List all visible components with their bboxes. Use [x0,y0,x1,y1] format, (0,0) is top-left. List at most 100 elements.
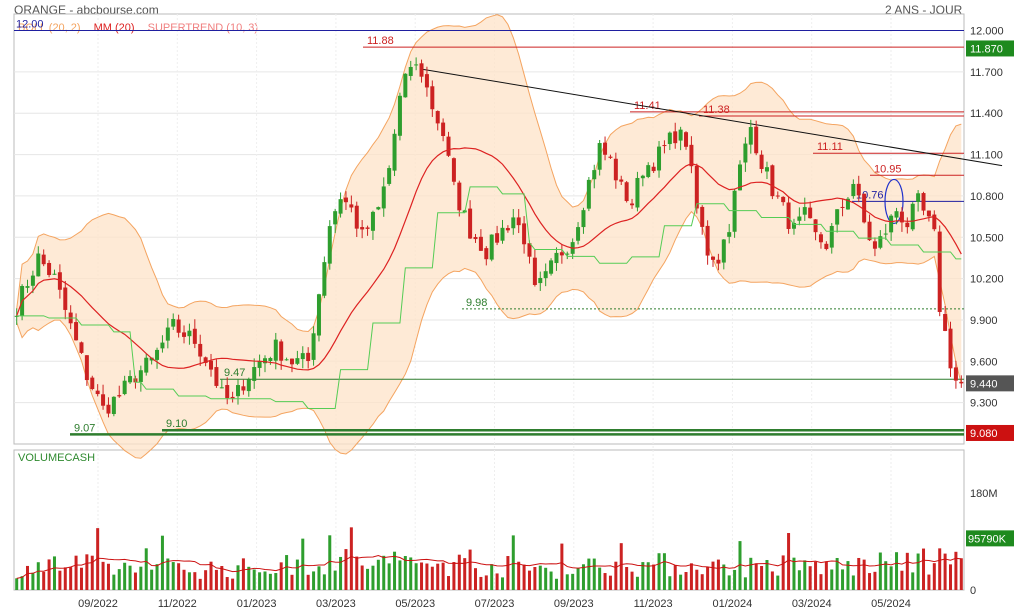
y-tick-label: 10.500 [970,232,1004,244]
volume-bar [706,566,710,590]
volume-bar [414,563,418,590]
volume-bar [635,576,639,590]
candle [430,86,435,110]
candle [370,211,375,231]
candle [84,355,89,381]
candle [322,262,327,296]
volume-bar [878,552,882,590]
volume-bar [333,570,337,590]
candle [678,129,683,141]
price-panel-frame [13,13,965,445]
candle [694,165,699,209]
volume-bar [646,562,650,590]
candle [268,358,273,361]
volume-bar [382,555,386,590]
volume-bar [614,561,618,590]
volume-bar [598,567,602,590]
volume-bar [814,561,818,590]
volume-bar [214,569,218,590]
volume-bar [905,552,909,590]
candle [187,330,192,337]
volume-bar [797,570,801,590]
candle [387,168,392,184]
volume-bar [42,571,46,590]
volume-bar [447,576,451,590]
candle [203,357,208,363]
candle [926,210,931,217]
candle [214,367,219,386]
candle [948,328,953,369]
volume-bar [949,564,953,590]
volume-bar [938,548,942,590]
candle [646,165,651,177]
candle [818,234,823,243]
volume-bar [549,571,553,590]
candle [921,193,926,211]
candle [30,275,35,286]
candle [516,217,521,226]
candle [840,206,845,208]
value-badge-label: 9.080 [970,428,998,440]
candle [635,177,640,208]
candle [47,262,52,276]
volume-bar [733,569,737,590]
x-tick-label: 11/2022 [158,598,197,610]
candle [603,142,608,155]
candle [171,318,176,327]
x-tick-label: 05/2024 [871,598,911,610]
candle [95,390,100,395]
mm-line [16,147,962,371]
volume-bar [474,568,478,590]
volume-bar [128,565,132,590]
candle [689,144,694,167]
candle [802,207,807,215]
volume-bar [150,569,154,590]
candle [894,211,899,218]
candle [192,328,197,344]
axes: 12.000 11.700 11.400 11.100 10.800 10.500 10.2… [78,26,1004,610]
y-tick-label: 9.900 [970,315,998,327]
volume-bar [738,541,742,590]
volume-bar [182,569,186,590]
volume-bar [393,551,397,590]
volume-bar [781,555,785,590]
volume-bar [144,548,148,590]
volume-bar [835,557,839,590]
volume-bar [96,528,100,590]
volume-bar [339,556,343,590]
candle [376,207,381,210]
y-tick-label: 10.800 [970,191,1004,203]
volume-bar [317,566,321,590]
volume-bar [263,571,267,590]
volume-bar [409,557,413,590]
price-level-label: 9.47 [224,367,245,379]
volume-bar [403,556,407,590]
volume-bar [398,560,402,590]
volume-bar [252,569,256,590]
candle [737,164,742,191]
candle [592,170,597,180]
candle [554,252,559,264]
candle [630,203,635,206]
candle [651,166,656,172]
candle [295,358,300,364]
volume-bar [376,559,380,590]
candle [905,222,910,228]
candle [845,198,850,210]
candle [543,271,548,279]
candle [41,254,46,265]
candle [473,237,478,240]
volume-bar [819,574,823,590]
candle [522,223,527,245]
volume-bar [47,559,51,590]
candle [289,358,294,365]
candle [468,208,473,239]
candle [856,183,861,196]
candle [705,225,710,256]
volume-bar [803,560,807,590]
volume-bar [689,563,693,590]
candle [500,227,505,241]
candle [613,158,618,181]
candle [262,358,267,364]
candle [565,253,570,255]
